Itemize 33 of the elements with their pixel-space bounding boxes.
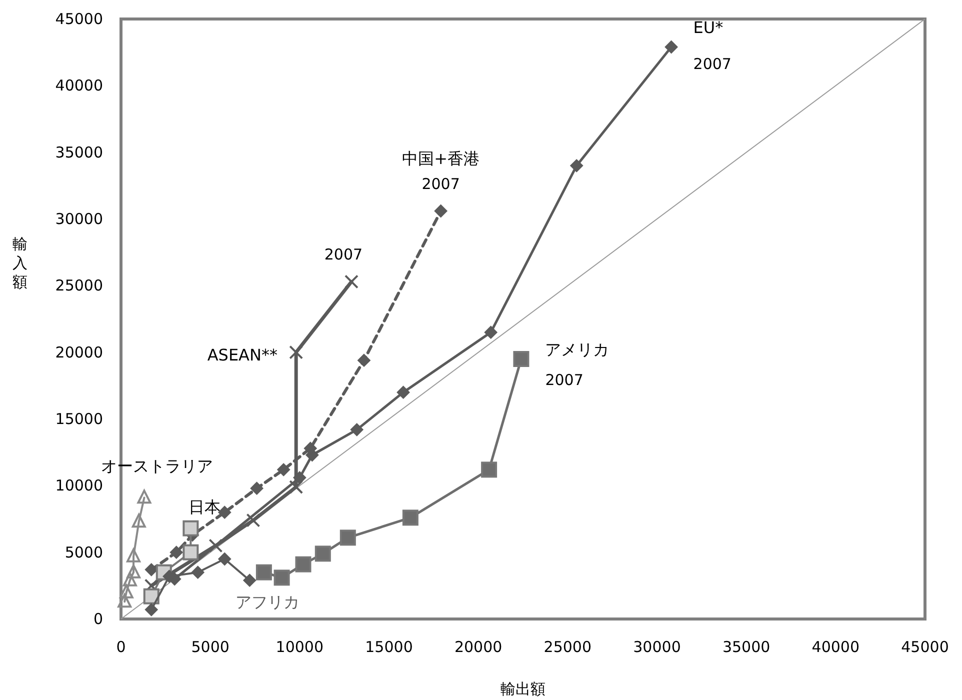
series-label: ASEAN** bbox=[207, 346, 278, 365]
series-label: EU* bbox=[693, 18, 724, 37]
y-axis-title: 輸入額 bbox=[12, 235, 28, 291]
x-tick-label: 0 bbox=[116, 638, 126, 656]
x-tick-label: 35000 bbox=[722, 638, 770, 656]
y-tick-label: 10000 bbox=[55, 476, 103, 495]
annotation: 2007 bbox=[422, 175, 460, 193]
annotation: 2007 bbox=[693, 55, 732, 73]
series-label: オーストラリア bbox=[101, 456, 214, 476]
x-axis-title: 輸出額 bbox=[500, 680, 546, 698]
x-tick-label: 45000 bbox=[901, 638, 949, 656]
y-tick-label: 30000 bbox=[55, 210, 103, 228]
x-tick-label: 15000 bbox=[365, 638, 413, 656]
y-tick-label: 40000 bbox=[55, 76, 103, 95]
x-tick-label: 5000 bbox=[191, 638, 230, 656]
x-tick-label: 30000 bbox=[633, 638, 681, 656]
annotation: 2007 bbox=[545, 371, 584, 389]
annotation: 2007 bbox=[324, 246, 363, 264]
x-tick-label: 10000 bbox=[276, 638, 324, 656]
y-tick-label: 20000 bbox=[55, 343, 103, 362]
x-tick-label: 40000 bbox=[812, 638, 860, 656]
y-tick-label: 45000 bbox=[55, 10, 103, 28]
series-label: 日本 bbox=[188, 497, 221, 516]
text: 中国+香港 bbox=[402, 149, 480, 168]
x-tick-label: 20000 bbox=[454, 638, 502, 656]
y-tick-label: 25000 bbox=[55, 276, 103, 295]
y-tick-label: 15000 bbox=[55, 410, 103, 428]
x-tick-label: 25000 bbox=[544, 638, 592, 656]
series-label: アフリカ bbox=[236, 592, 300, 612]
y-tick-label: 5000 bbox=[64, 543, 103, 562]
y-tick-label: 0 bbox=[93, 610, 103, 628]
y-tick-label: 35000 bbox=[55, 143, 103, 162]
series-label: アメリカ bbox=[545, 340, 610, 359]
